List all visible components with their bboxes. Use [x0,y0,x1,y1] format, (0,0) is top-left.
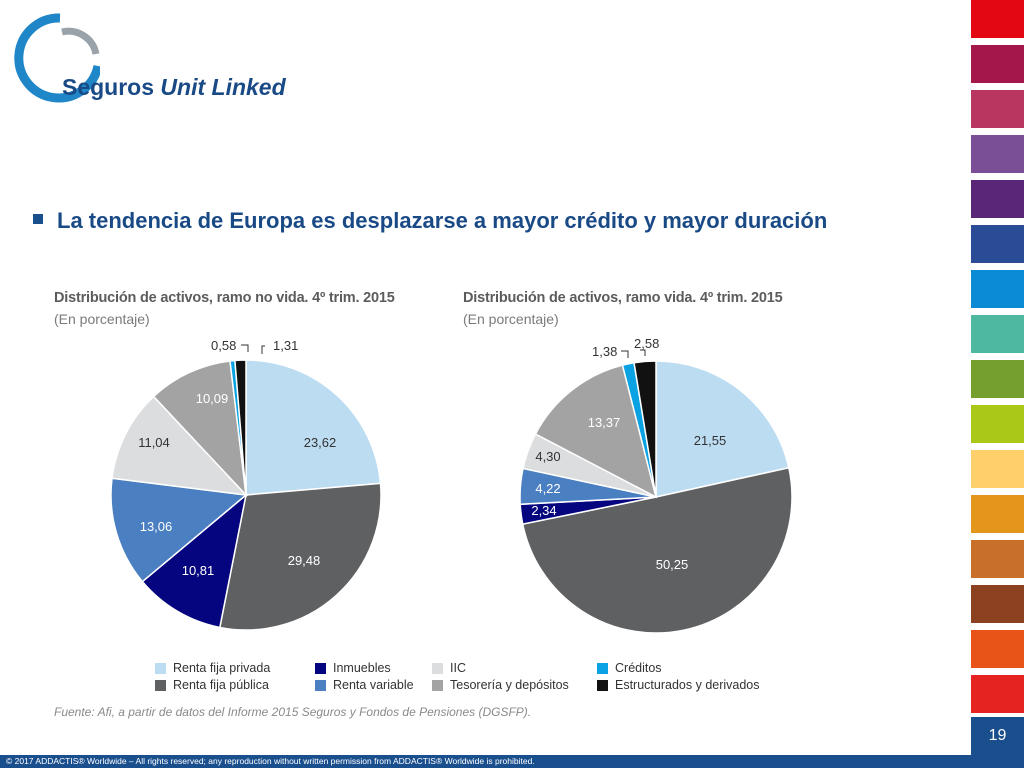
chart-2-subtitle: (En porcentaje) [463,311,559,327]
addactis-logo [14,13,100,103]
slide-title: Seguros Unit Linked [62,74,286,100]
pie-value-label: 13,06 [140,519,173,534]
pie-slice [655,360,790,498]
pie-slice [534,364,658,499]
sidebar-swatch [971,0,1024,38]
legend-swatch [432,679,443,691]
sidebar-swatch [971,540,1024,578]
sidebar-swatch [971,630,1024,668]
sidebar-swatch [971,675,1024,713]
pie-value-label: 13,37 [588,415,621,430]
sidebar-swatch [971,405,1024,443]
legend-swatch [155,679,166,691]
sidebar-swatch [971,450,1024,488]
pie-value-label: 11,04 [138,435,170,450]
pie-value-label: 50,25 [656,557,689,572]
sidebar-swatch [971,135,1024,173]
pie-slice [245,359,382,496]
sidebar-swatch [971,90,1024,128]
legend-swatch [597,679,608,691]
bullet-square-icon [33,214,43,224]
legend-label: Tesorería y depósitos [450,678,569,692]
legend-label: Estructurados y derivados [615,678,760,692]
sidebar-swatch [971,360,1024,398]
sidebar-swatch [971,315,1024,353]
sidebar-swatch [971,585,1024,623]
sidebar-swatch [971,270,1024,308]
copyright-text: © 2017 ADDACTIS® Worldwide – All rights … [6,756,535,766]
pie-slice [152,360,248,498]
chart-1-subtitle: (En porcentaje) [54,311,150,327]
pie-value-label: 1,38 [592,344,617,359]
legend-swatch [597,662,608,674]
sidebar-swatch [971,180,1024,218]
pie-slice [633,360,657,498]
leader-line [261,345,265,354]
pie-value-label: 2,34 [531,503,556,518]
pie-value-label: 23,62 [304,435,337,450]
legend-label: Inmuebles [333,661,391,675]
sidebar-swatch [971,45,1024,83]
legend-item: Renta fija privada [155,661,270,675]
legend-swatch [432,662,443,674]
pie-value-label: 1,31 [273,338,298,353]
legend-item: Tesorería y depósitos [432,678,569,692]
source-note: Fuente: Afi, a partir de datos del Infor… [54,705,532,719]
leader-line [621,350,629,358]
chart-2-title: Distribución de activos, ramo vida. 4º t… [463,290,783,306]
legend-item: IIC [432,661,466,675]
pie-value-label: 4,22 [535,481,560,496]
pie-value-label: 2,58 [634,336,659,351]
legend-swatch [155,662,166,674]
legend-swatch [315,662,326,674]
bullet-text: La tendencia de Europa es desplazarse a … [57,208,828,233]
pie-value-label: 0,58 [211,338,236,353]
chart-1-title: Distribución de activos, ramo no vida. 4… [54,290,395,306]
sidebar-swatch [971,495,1024,533]
legend-item: Renta variable [315,678,414,692]
leader-line [241,344,249,352]
legend-item: Inmuebles [315,661,391,675]
legend-label: IIC [450,661,466,675]
legend-label: Renta fija pública [173,678,269,692]
sidebar-swatch [971,225,1024,263]
color-sidebar [971,0,1024,768]
legend-label: Renta fija privada [173,661,271,675]
legend-item: Estructurados y derivados [597,678,760,692]
pie-value-label: 10,81 [182,563,215,578]
pie-slice [141,493,248,629]
footer-bar: © 2017 ADDACTIS® Worldwide – All rights … [0,755,1024,768]
page-number: 19 [971,717,1024,755]
legend-label: Créditos [615,661,662,675]
pie-value-label: 4,30 [535,449,560,464]
legend-item: Renta fija pública [155,678,269,692]
legend-swatch [315,679,326,691]
pie-value-label: 10,09 [196,391,229,406]
leader-line [640,349,646,356]
pie-value-label: 29,48 [288,553,321,568]
pie-slice [218,482,382,631]
pie-slice [110,477,248,583]
pie-value-label: 21,55 [694,433,727,448]
pie-slice [234,359,247,496]
pie-slice [521,466,793,634]
legend-label: Renta variable [333,678,414,692]
chart-legend: Renta fija privada Renta fija pública Inmu… [155,661,835,695]
legend-item: Créditos [597,661,662,675]
pie-charts: 23,62 29,48 10,81 13,06 11,04 10,09 0,58 1,31 21… [110,336,793,634]
pie-slice [111,395,248,497]
